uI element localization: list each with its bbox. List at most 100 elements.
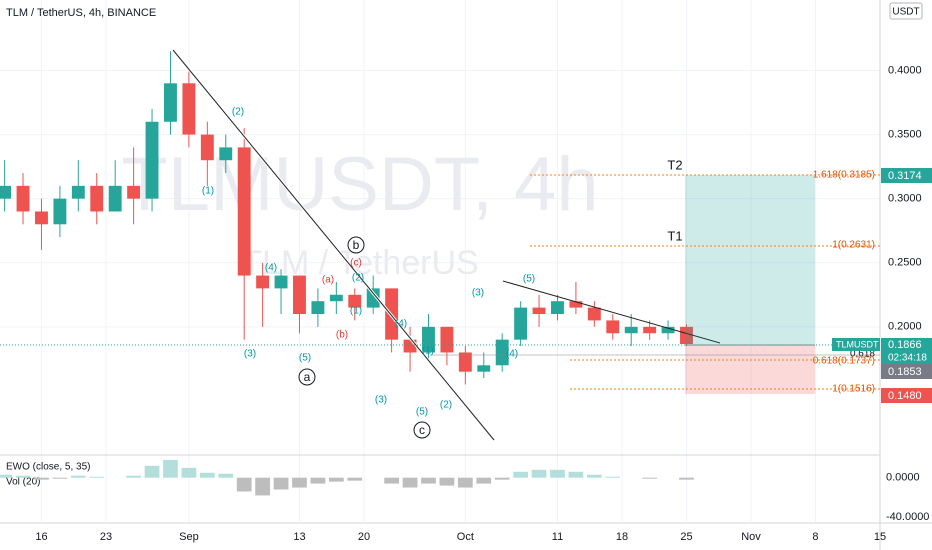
symbol-tag [832, 338, 880, 351]
ewo-bar [457, 477, 473, 488]
wave-label: (2) [440, 400, 452, 411]
candle-body [587, 307, 601, 321]
x-tick-label: 20 [358, 531, 370, 543]
wave-label: (5) [416, 407, 428, 418]
ewo-bar [70, 475, 86, 478]
y-tick-label: 0.4000 [888, 64, 922, 76]
y-tick-label: 0.2500 [888, 257, 922, 269]
x-tick-label: 15 [874, 531, 886, 543]
ewo-bar [126, 475, 141, 478]
candle-body [127, 185, 141, 199]
wave-label: (4) [506, 349, 518, 360]
candle-body [182, 83, 196, 135]
ewo-bar [218, 473, 234, 478]
target-tag-text: 0.3174 [888, 170, 922, 182]
ewo-bar [310, 477, 326, 484]
candle-body [71, 185, 85, 199]
candle-body [569, 301, 583, 308]
candle-body [53, 198, 67, 225]
indicator-label: Vol (20) [6, 477, 40, 488]
ewo-bar [586, 474, 602, 478]
ewo-bar [384, 477, 399, 484]
ewo-bar [273, 477, 289, 490]
candle-body [458, 352, 472, 372]
price-tag-text: 0.1866 [888, 339, 922, 351]
wave-label: a [304, 370, 311, 384]
candle-body [532, 307, 546, 315]
fib-label: 0.618 [850, 349, 875, 360]
wave-label: (4) [265, 263, 277, 274]
candle-body [661, 326, 675, 334]
fib-label: 1(0.1516) [832, 384, 875, 395]
currency[interactable]: USDT [892, 7, 919, 18]
x-tick-label: Oct [457, 531, 474, 543]
wave-label: (1) [202, 186, 214, 197]
x-tick-label: 23 [100, 531, 112, 543]
wave-label: (c) [350, 258, 362, 269]
candle-body [514, 307, 528, 340]
ewo-bar [52, 477, 68, 479]
trend-line [502, 280, 721, 344]
target-zone [685, 175, 815, 345]
y2-tick-label: 0.0000 [886, 472, 920, 484]
wave-circle [298, 368, 316, 386]
chart-title: TLM / TetherUS, 4h, BINANCE [6, 7, 156, 19]
x-tick-label: 11 [552, 531, 563, 543]
candle-body [200, 134, 214, 161]
candle-body [274, 275, 288, 289]
ewo-bar [236, 477, 252, 492]
x-tick-label: Nov [741, 531, 761, 543]
x-tick-label: 13 [293, 531, 305, 543]
wave-label: (1) [422, 346, 434, 357]
ewo-bar [15, 475, 31, 478]
candle-body [256, 275, 270, 289]
candle-body [0, 185, 12, 199]
wave-label: (1) [350, 306, 362, 317]
ewo-bar [476, 477, 492, 484]
ewo-bar [402, 477, 418, 488]
ewo-bar [439, 477, 455, 486]
candle-body [108, 185, 122, 212]
candle-body [16, 185, 30, 212]
ewo-bar [531, 469, 547, 478]
ewo-bar [494, 477, 510, 480]
countdown: 02:34:18 [888, 353, 927, 364]
ewo-bar [163, 459, 178, 478]
y-tick-label: 0.3500 [888, 128, 922, 140]
x-tick-label: Sep [179, 531, 199, 543]
wave-label: (a) [322, 275, 334, 286]
wave-label: (3) [472, 288, 484, 299]
stop-zone [685, 345, 815, 394]
wave-label: (5) [523, 274, 535, 285]
currency-box[interactable] [889, 2, 923, 20]
y-tick-label: 0.3000 [888, 193, 922, 205]
candle-body [422, 326, 435, 353]
indicator-label: EWO (close, 5, 35) [6, 462, 90, 473]
target-label: T1 [667, 228, 682, 243]
ewo-bar [199, 472, 215, 478]
candle-body [293, 275, 306, 315]
wave-circle [413, 421, 431, 439]
wave-label: (5) [299, 353, 311, 364]
candle-body [606, 320, 620, 334]
ewo-bar [255, 477, 270, 496]
wave-label: (2) [352, 273, 364, 284]
candle-body [366, 288, 380, 308]
candle-body [680, 326, 693, 345]
ewo-bar [328, 477, 344, 482]
price-tag [881, 338, 932, 365]
wave-label: (3) [244, 349, 256, 360]
candle-body [90, 185, 104, 212]
wave-circle [347, 236, 365, 254]
candle-body [219, 147, 233, 161]
stop-tag [881, 388, 932, 403]
ewo-bar [568, 471, 584, 478]
entry-tag-text: 0.1853 [888, 366, 922, 378]
ewo-bar [513, 471, 528, 478]
candle-body [495, 339, 509, 366]
candle-body [311, 301, 325, 315]
candle-body [624, 326, 638, 334]
wave-label: (2) [232, 107, 244, 118]
